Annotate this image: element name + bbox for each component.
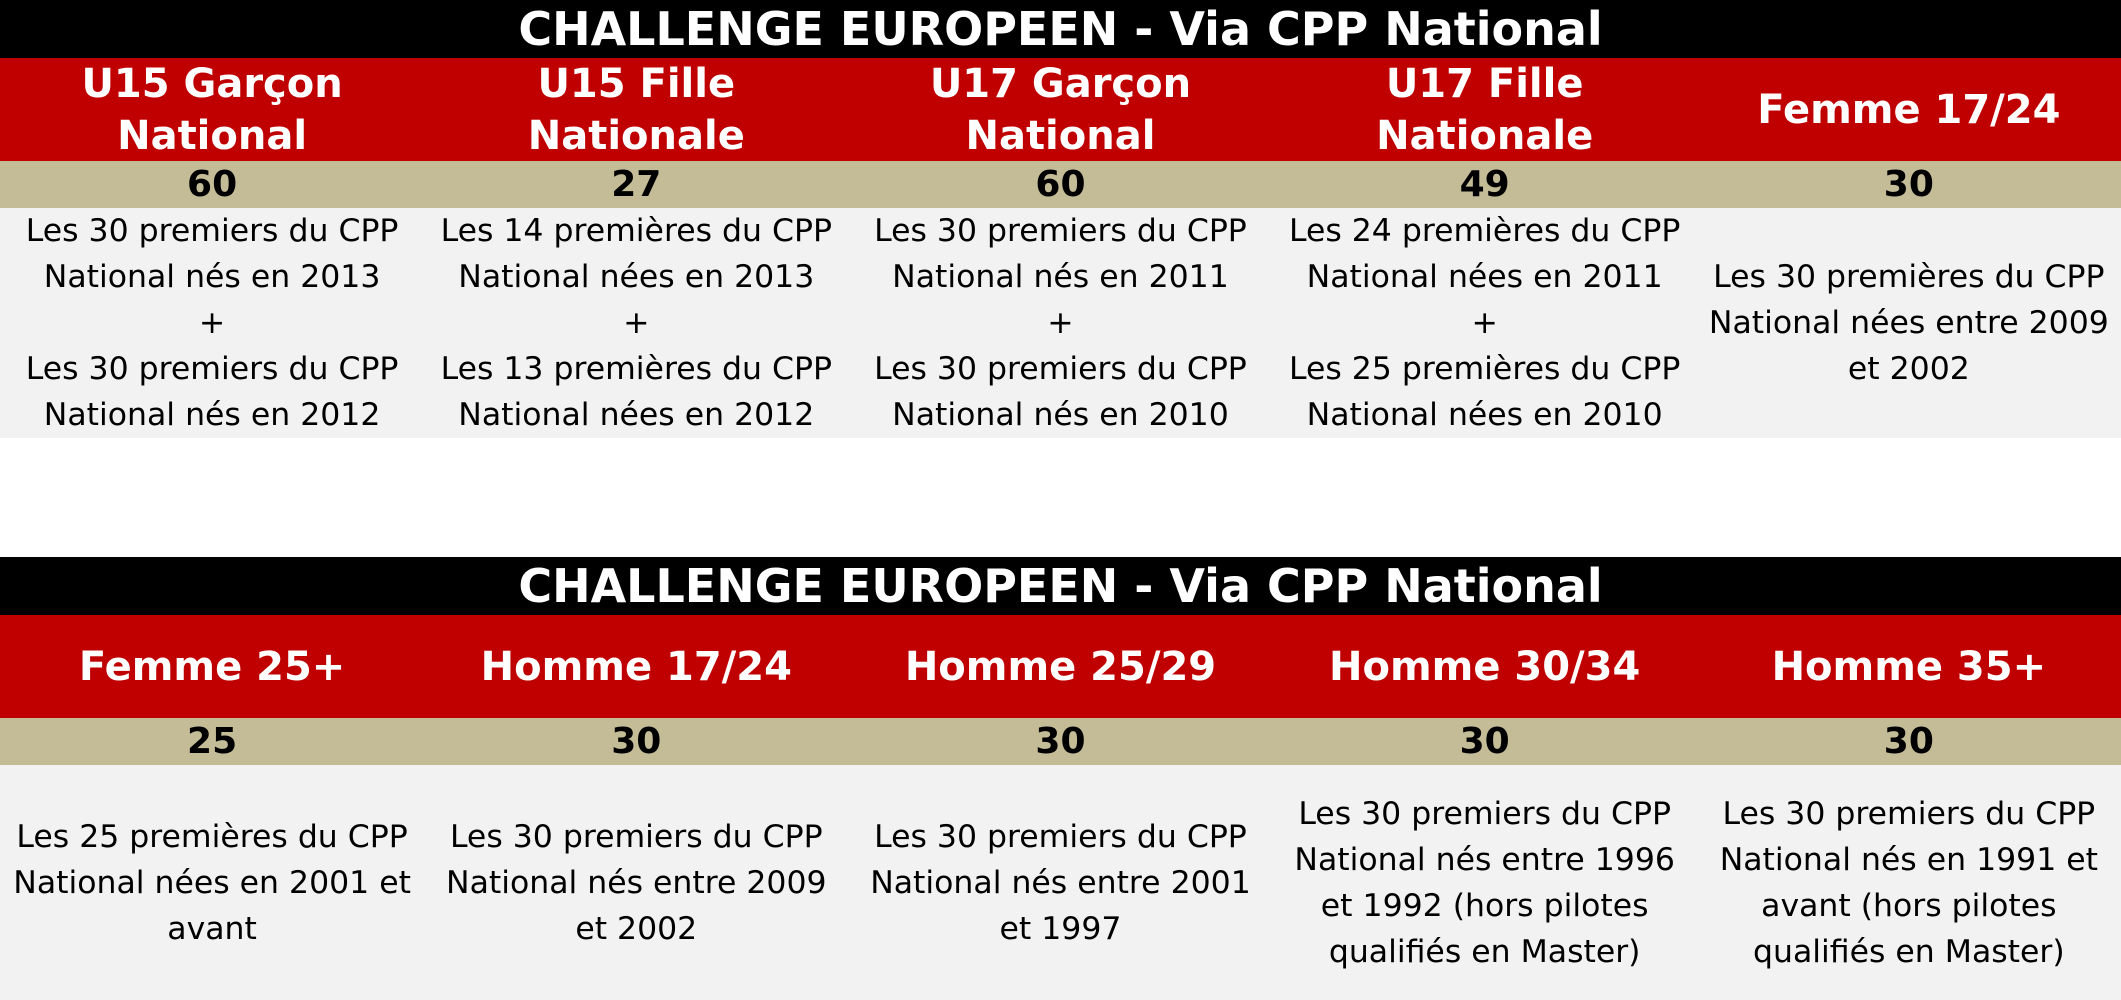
category-name-line: National <box>117 112 308 159</box>
criteria-text: Les 14 premières du CPP National nées en… <box>424 208 848 438</box>
category-name-line: Homme 30/34 <box>1329 643 1641 690</box>
criteria-text: Les 30 premiers du CPP National nés en 1… <box>1697 765 2121 1000</box>
criteria-line: Les 14 premières du CPP <box>440 213 832 249</box>
category-header: Homme 35+ <box>1697 615 2121 718</box>
quota-count: 60 <box>1035 164 1086 205</box>
criteria-line: National nées entre 2009 <box>1708 305 2109 341</box>
quota-count: 30 <box>1459 721 1510 762</box>
category-name-line: Homme 17/24 <box>480 643 792 690</box>
criteria-line: Les 30 premiers du CPP <box>1298 795 1671 832</box>
criteria-text: Les 30 premiers du CPP National nés entr… <box>1273 765 1697 1000</box>
qualification-table-1: CHALLENGE EUROPEEN - Via CPP National U1… <box>0 0 2121 438</box>
criteria-line: National nées en 2012 <box>458 397 815 433</box>
category-header: U17 Garçon National <box>848 58 1272 161</box>
criteria-line: Les 30 premiers du CPP <box>874 818 1247 855</box>
criteria-line: Les 25 premières du CPP <box>1288 351 1681 387</box>
criteria-line: National nés en 2011 <box>892 259 1229 295</box>
category-name-line: U15 Fille <box>537 60 736 107</box>
criteria-line: National nées en 2011 <box>1306 259 1663 295</box>
category-header-row: Femme 25+ Homme 17/24 Homme 25/29 Homme … <box>0 615 2121 718</box>
criteria-text: Les 30 premiers du CPP National nés entr… <box>424 765 848 1000</box>
criteria-line: + <box>1471 305 1498 341</box>
criteria-row: Les 30 premiers du CPP National nés en 2… <box>0 208 2121 438</box>
criteria-line: qualifiés en Master) <box>1328 933 1641 970</box>
criteria-line: National nés en 2013 <box>43 259 381 295</box>
quota-count: 49 <box>1459 164 1510 205</box>
criteria-line: National nés entre 1996 <box>1294 841 1675 878</box>
category-header: U17 Fille Nationale <box>1273 58 1697 161</box>
criteria-line: Les 24 premières du CPP <box>1288 213 1681 249</box>
criteria-line: Les 30 premiers du CPP <box>25 213 399 249</box>
qualification-table-2: CHALLENGE EUROPEEN - Via CPP National Fe… <box>0 557 2121 1000</box>
category-name-line: U15 Garçon <box>81 60 343 107</box>
quota-row: 25 30 30 30 30 <box>0 718 2121 765</box>
category-name-line: Nationale <box>1376 112 1594 159</box>
criteria-line: et 2002 <box>1847 351 1970 387</box>
category-name-line: Homme 35+ <box>1771 643 2047 690</box>
quota-count: 30 <box>1035 721 1086 762</box>
criteria-text: Les 30 premières du CPP National nées en… <box>1697 208 2121 438</box>
criteria-line: National nées en 2001 et <box>13 864 411 901</box>
quota-count: 60 <box>187 164 238 205</box>
criteria-line: Les 13 premières du CPP <box>440 351 832 387</box>
criteria-line: Les 30 premiers du CPP <box>25 351 399 387</box>
criteria-line: National nés en 1991 et <box>1719 841 2098 878</box>
quota-count: 30 <box>1883 721 1934 762</box>
category-header: Femme 17/24 <box>1697 58 2121 161</box>
criteria-line: National nés en 2010 <box>892 397 1229 433</box>
category-name-line: U17 Fille <box>1385 60 1584 107</box>
criteria-line: et 1997 <box>999 910 1122 947</box>
criteria-line: Les 25 premières du CPP <box>16 818 408 855</box>
category-header: Homme 17/24 <box>424 615 848 718</box>
category-name-line: National <box>965 112 1156 159</box>
criteria-line: avant (hors pilotes <box>1761 887 2057 924</box>
category-header: Homme 30/34 <box>1273 615 1697 718</box>
criteria-line: National nées en 2013 <box>458 259 815 295</box>
category-name-line: Femme 25+ <box>78 643 346 690</box>
category-header: Homme 25/29 <box>848 615 1272 718</box>
criteria-text: Les 30 premiers du CPP National nés en 2… <box>848 208 1272 438</box>
category-name-line: U17 Garçon <box>929 60 1192 107</box>
criteria-line: Les 30 premiers du CPP <box>874 351 1247 387</box>
quota-count: 30 <box>1883 164 1934 205</box>
table-title: CHALLENGE EUROPEEN - Via CPP National <box>0 557 2121 615</box>
criteria-row: Les 25 premières du CPP National nées en… <box>0 765 2121 1000</box>
criteria-text: Les 30 premiers du CPP National nés en 2… <box>0 208 424 438</box>
criteria-line: + <box>198 305 226 341</box>
category-header-row: U15 Garçon National U15 Fille Nationale … <box>0 58 2121 161</box>
criteria-line: National nées en 2010 <box>1306 397 1663 433</box>
criteria-text: Les 24 premières du CPP National nées en… <box>1273 208 1697 438</box>
table-title: CHALLENGE EUROPEEN - Via CPP National <box>0 0 2121 58</box>
category-header: U15 Garçon National <box>0 58 424 161</box>
category-name-line: Homme 25/29 <box>904 643 1217 690</box>
quota-count: 30 <box>611 721 662 762</box>
quota-count: 25 <box>187 721 238 762</box>
quota-count: 27 <box>611 164 662 205</box>
criteria-line: Les 30 premières du CPP <box>1713 259 2105 295</box>
criteria-text: Les 30 premiers du CPP National nés entr… <box>848 765 1272 1000</box>
criteria-line: Les 30 premiers du CPP <box>874 213 1247 249</box>
criteria-line: Les 30 premiers du CPP <box>1722 795 2096 832</box>
quota-row: 60 27 60 49 30 <box>0 161 2121 208</box>
criteria-line: avant <box>167 910 257 947</box>
criteria-text: Les 25 premières du CPP National nées en… <box>0 765 424 1000</box>
criteria-line: National nés en 2012 <box>43 397 381 433</box>
category-name-line: Nationale <box>527 112 745 159</box>
criteria-line: et 2002 <box>575 910 698 947</box>
criteria-line: Les 30 premiers du CPP <box>449 818 823 855</box>
category-name-line: Femme 17/24 <box>1757 86 2061 133</box>
criteria-line: + <box>623 305 650 341</box>
category-header: Femme 25+ <box>0 615 424 718</box>
criteria-line: qualifiés en Master) <box>1753 933 2065 970</box>
category-header: U15 Fille Nationale <box>424 58 848 161</box>
criteria-line: et 1992 (hors pilotes <box>1320 887 1649 924</box>
criteria-line: National nés entre 2009 <box>446 864 827 901</box>
criteria-line: National nés entre 2001 <box>870 864 1251 901</box>
criteria-line: + <box>1047 305 1074 341</box>
